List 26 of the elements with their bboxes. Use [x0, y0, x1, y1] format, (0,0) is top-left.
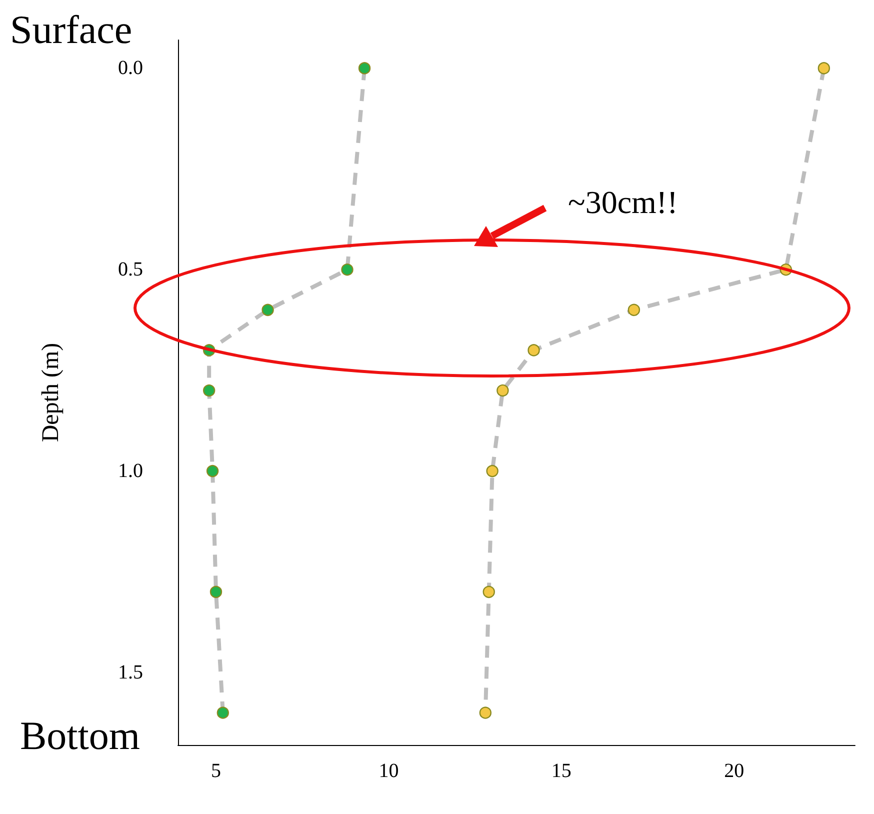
point — [482, 586, 495, 598]
point — [216, 706, 230, 719]
point — [262, 304, 274, 316]
point — [203, 384, 216, 397]
x-tick-label: 20 — [724, 760, 744, 782]
x-tick-label: 10 — [378, 760, 399, 782]
point — [210, 586, 222, 598]
y-tick-label: 0.0 — [118, 57, 143, 80]
y-axis-title: Depth (m) — [38, 342, 64, 442]
y-tick-label: 1.0 — [118, 460, 143, 482]
y-tick-label: 0.5 — [118, 258, 143, 281]
point — [628, 304, 640, 316]
text: Surface — [10, 6, 132, 53]
annotation: ~30cm!! — [568, 184, 678, 221]
point — [358, 62, 371, 74]
y-tick-label: 1.5 — [118, 661, 143, 684]
x-tick-label: 15 — [551, 760, 572, 782]
point — [486, 464, 498, 478]
x-tick-label: 5 — [210, 760, 221, 782]
point — [206, 464, 219, 478]
point — [528, 344, 540, 356]
text: Bottom — [20, 712, 140, 759]
point — [341, 264, 354, 276]
point — [496, 384, 509, 397]
point — [479, 706, 492, 719]
point — [818, 62, 830, 74]
